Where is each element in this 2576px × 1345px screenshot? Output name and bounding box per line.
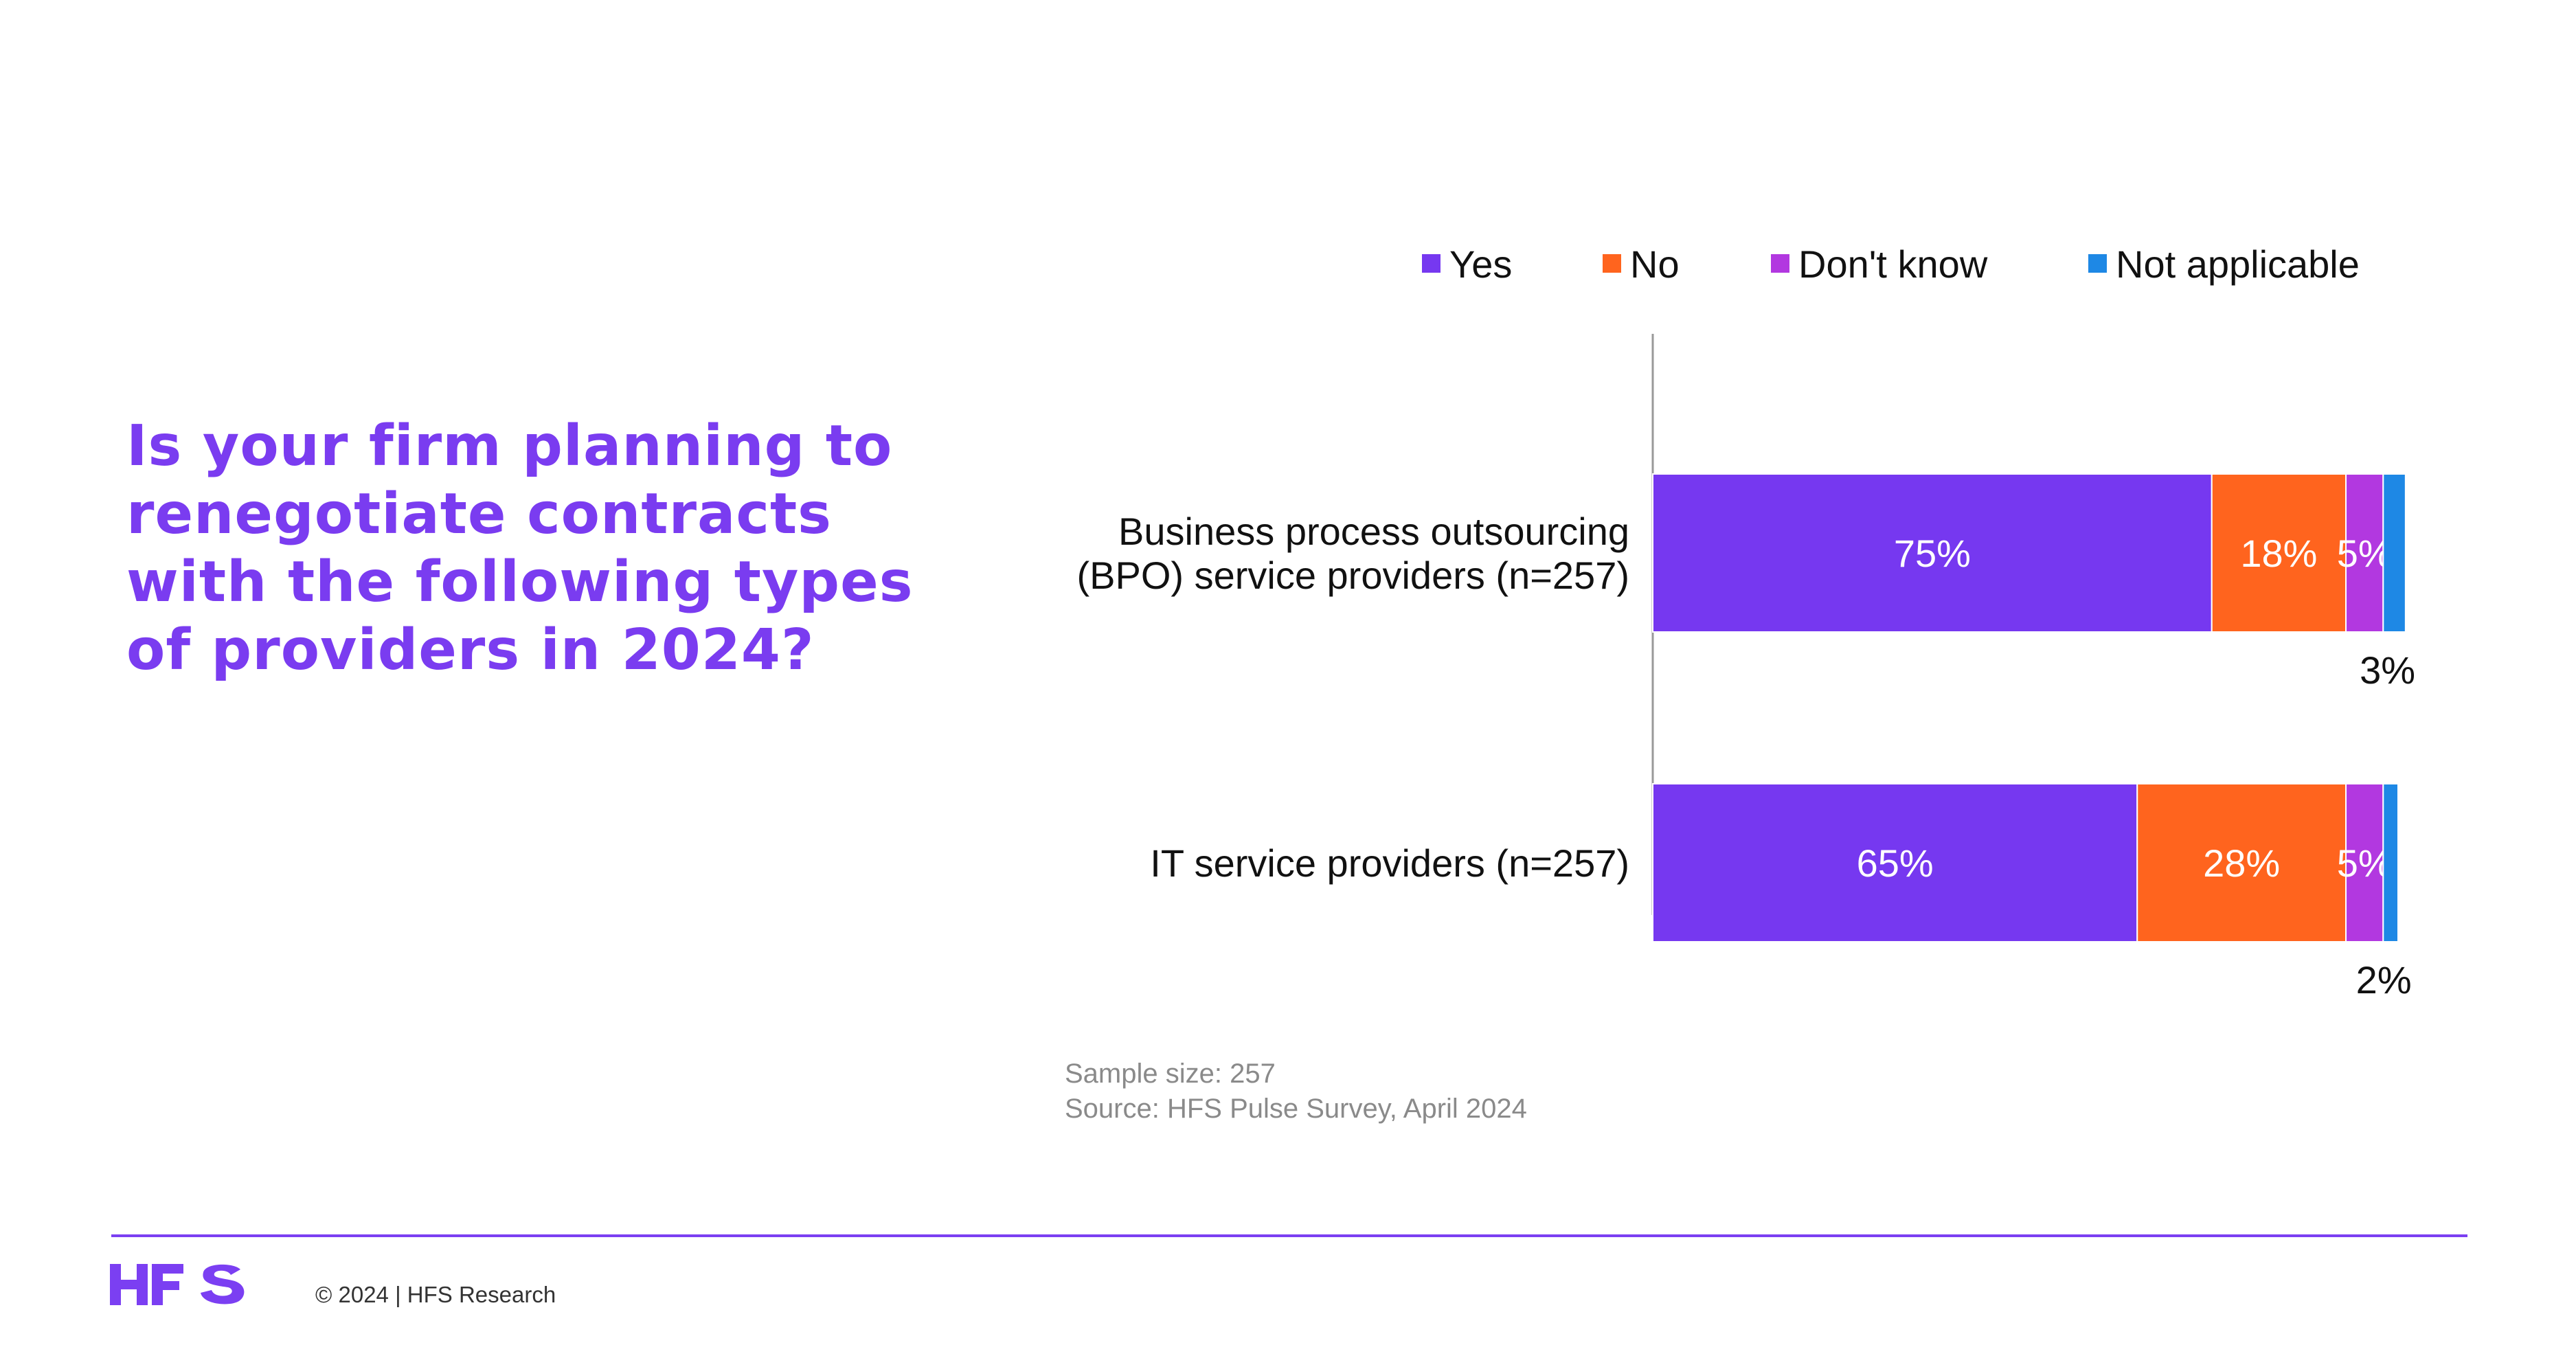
source-note: Source: HFS Pulse Survey, April 2024: [1065, 1094, 1527, 1124]
legend-label-0: Yes: [1449, 242, 1512, 286]
bar-segment-no: [2211, 473, 2347, 633]
legend-swatch-2: [1771, 254, 1789, 273]
hfs-logo: [110, 1264, 245, 1305]
copyright-text: © 2024 | HFS Research: [315, 1282, 556, 1307]
legend-label-3: Not applicable: [2116, 242, 2360, 286]
bar-segment-yes: [1652, 783, 2138, 942]
sample-size-note: Sample size: 257: [1065, 1059, 1276, 1089]
data-label: 2%: [2356, 958, 2412, 1002]
stacked-bar-chart: Yes No Don't know Not applicable Business pr…: [1076, 242, 2415, 1002]
chart-notes: Sample size: 257 Source: HFS Pulse Surve…: [1065, 1056, 1527, 1127]
legend-swatch-1: [1603, 254, 1621, 273]
data-label: 28%: [2203, 841, 2280, 885]
legend-label-2: Don't know: [1798, 242, 1988, 286]
footer-divider: [111, 1234, 2467, 1237]
data-label: 65%: [1857, 841, 1934, 885]
legend-label-1: No: [1630, 242, 1680, 286]
bar-segment-don-t-know: [2345, 783, 2384, 942]
category-label: Business process outsourcing: [1118, 510, 1629, 553]
chart-question-title: Is your firm planning to renegotiate con…: [126, 414, 914, 683]
category-label: (BPO) service providers (n=257): [1076, 554, 1629, 597]
legend-swatch-0: [1422, 254, 1440, 273]
data-label: 75%: [1894, 532, 1971, 575]
legend-swatch-3: [2088, 254, 2107, 273]
bar-segment-no: [2136, 783, 2347, 942]
bar-segment-not-applicable: [2382, 783, 2399, 942]
bar-segment-yes: [1652, 473, 2213, 633]
category-label: IT service providers (n=257): [1150, 841, 1629, 885]
bar-segment-don-t-know: [2345, 473, 2384, 633]
data-label: 18%: [2240, 532, 2317, 575]
bar-segment-not-applicable: [2382, 473, 2406, 633]
data-label: 3%: [2360, 648, 2415, 692]
